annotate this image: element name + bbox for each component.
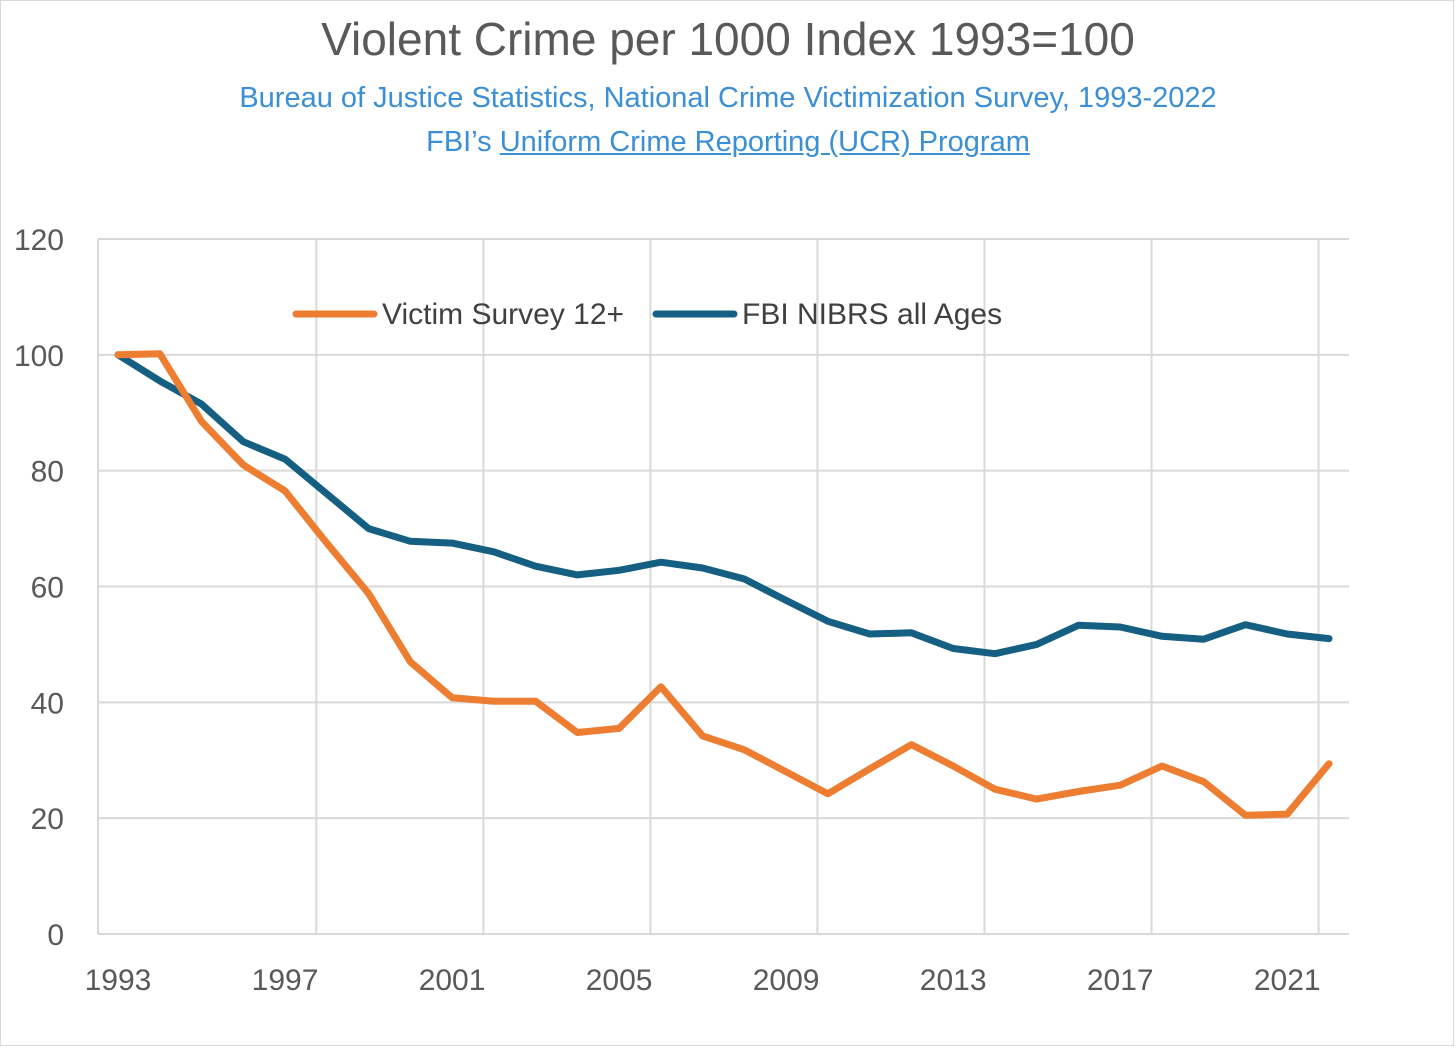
x-tick-label: 2013 bbox=[920, 964, 987, 997]
x-tick-label: 1997 bbox=[252, 964, 319, 997]
x-tick-label: 2005 bbox=[586, 964, 653, 997]
legend-label: Victim Survey 12+ bbox=[382, 298, 624, 331]
y-axis-labels: 0 20 40 60 80 100 120 bbox=[14, 224, 64, 952]
legend: Victim Survey 12+ FBI NIBRS all Ages bbox=[292, 298, 1002, 331]
chart-subtitle-ucr: FBI’s Uniform Crime Reporting (UCR) Prog… bbox=[0, 126, 1456, 159]
x-tick-label: 1993 bbox=[85, 964, 152, 997]
series-line-fbi-nibrs bbox=[114, 351, 1333, 658]
gridlines bbox=[97, 238, 1349, 935]
x-tick-label: 2009 bbox=[753, 964, 820, 997]
chart-subtitle-source: Bureau of Justice Statistics, National C… bbox=[239, 82, 1217, 114]
x-tick-label: 2001 bbox=[419, 964, 486, 997]
subtitle-prefix: FBI’s bbox=[426, 126, 500, 158]
legend-label: FBI NIBRS all Ages bbox=[742, 298, 1002, 331]
y-tick-label: 80 bbox=[31, 456, 64, 489]
x-axis-labels: 1993 1997 2001 2005 2009 2013 2017 2021 bbox=[85, 964, 1321, 997]
ucr-program-link[interactable]: Uniform Crime Reporting (UCR) Program bbox=[499, 126, 1030, 158]
y-tick-label: 40 bbox=[31, 687, 64, 720]
y-tick-label: 60 bbox=[31, 572, 64, 605]
y-tick-label: 120 bbox=[14, 224, 64, 257]
y-tick-label: 100 bbox=[14, 340, 64, 373]
series-line-victim-survey bbox=[114, 350, 1333, 819]
x-tick-label: 2017 bbox=[1087, 964, 1154, 997]
y-tick-label: 0 bbox=[47, 919, 64, 952]
x-tick-label: 2021 bbox=[1254, 964, 1321, 997]
chart-title: Violent Crime per 1000 Index 1993=100 bbox=[321, 13, 1135, 65]
y-tick-label: 20 bbox=[31, 803, 64, 836]
series-lines bbox=[114, 350, 1333, 819]
